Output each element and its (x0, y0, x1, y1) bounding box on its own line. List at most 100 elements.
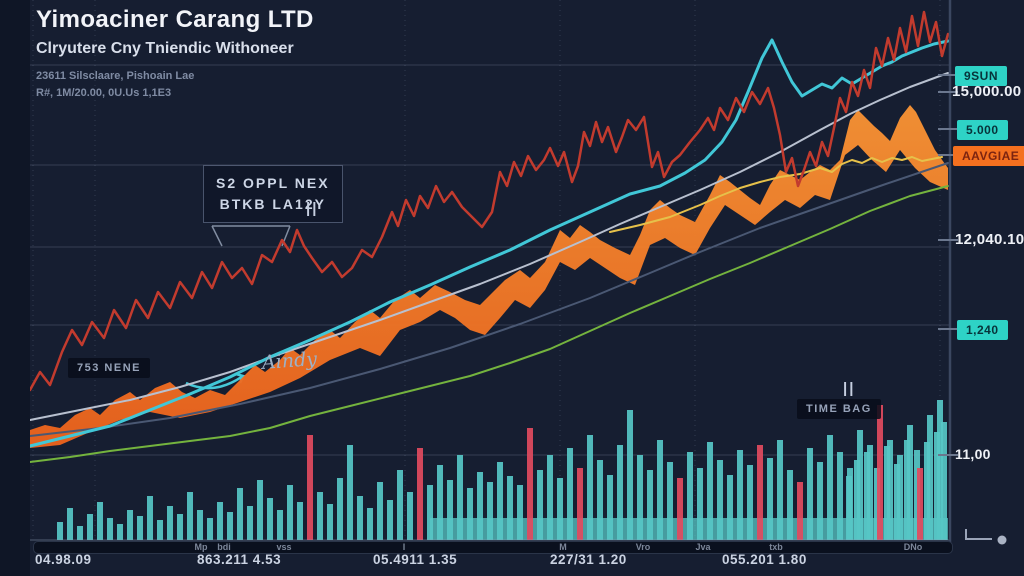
volume-bar (797, 482, 803, 540)
x-axis-date-label: 227/31 1.20 (550, 552, 627, 567)
volume-bar (807, 448, 813, 540)
volume-bar (857, 430, 863, 540)
volume-bar (517, 485, 523, 540)
volume-bar (147, 496, 153, 540)
timeline-tick-label: vss (276, 542, 292, 552)
x-axis-date-label: 04.98.09 (35, 552, 92, 567)
volume-bar (627, 410, 633, 540)
volume-bar (457, 455, 463, 540)
series-ma-cyan-line (28, 38, 950, 448)
volume-bar (337, 478, 343, 540)
volume-bar (197, 510, 203, 540)
volume-bar (777, 440, 783, 540)
volume-bar (467, 488, 473, 540)
page-title: Yimoaciner Carang LTD (36, 6, 314, 33)
volume-bar (667, 462, 673, 540)
header-meta: 23611 Silsclaare, Pishoain Lae R#, 1M/20… (36, 68, 314, 101)
volume-bar (557, 478, 563, 540)
volume-bar (497, 462, 503, 540)
volume-bar (87, 514, 93, 540)
volume-bar (617, 445, 623, 540)
handwritten-note: Aindy (261, 348, 318, 374)
volume-bar (537, 470, 543, 540)
volume-bar (307, 435, 313, 540)
series-ma-yellow-line (609, 156, 943, 233)
volume-bar (157, 520, 163, 540)
y-axis-badge-average: AAVGIAE (953, 146, 1024, 166)
volume-bar (207, 518, 213, 540)
volume-bar (437, 465, 443, 540)
volume-bar (237, 488, 243, 540)
x-axis-date-label: 05.4911 1.35 (373, 552, 458, 567)
volume-bar (377, 482, 383, 540)
y-axis-label-15000: 15,000.00 (952, 83, 1022, 100)
volume-bar (547, 455, 553, 540)
volume-bar (267, 498, 273, 540)
volume-bar (187, 492, 193, 540)
volume-bar (137, 516, 143, 540)
x-axis-date-row: 04.98.09 863.211 4.53 05.4911 1.35 227/31 1… (0, 552, 1024, 574)
volume-bar (77, 526, 83, 540)
volume-bar (737, 450, 743, 540)
x-axis-date-label: 863.211 4.53 (197, 552, 282, 567)
volume-bar (577, 468, 583, 540)
volume-bar (587, 435, 593, 540)
series-ma-green-line (29, 185, 949, 463)
volume-bar (727, 475, 733, 540)
volume-bar (597, 460, 603, 540)
header-meta-line2: R#, 1M/20.00, 0U.Us 1,1E3 (36, 86, 172, 99)
volume-bar (697, 468, 703, 540)
volume-bar (847, 468, 853, 540)
y-axis-badge-1240: 1,240 (957, 320, 1008, 340)
volume-bar (607, 475, 613, 540)
volume-bar (107, 518, 113, 540)
volume-bar (67, 508, 73, 540)
orange-band-fill (30, 105, 948, 448)
series-ma-slate-line (29, 162, 949, 437)
timeline-tick-label: bdi (217, 542, 231, 552)
y-axis-badge-5000: 5.000 (957, 120, 1008, 140)
volume-bar (217, 502, 223, 540)
series-price-line (28, 10, 950, 392)
timeline-tick-label: Mp (194, 542, 208, 552)
volume-bar (317, 492, 323, 540)
volume-bar (827, 435, 833, 540)
volume-bar (97, 502, 103, 540)
note-badge-right: TIME BAG (797, 399, 881, 419)
volume-bar (417, 448, 423, 540)
volume-bar (941, 422, 947, 540)
volume-bar (117, 524, 123, 540)
volume-bar (817, 462, 823, 540)
timeline-tick-label: DNo (903, 542, 923, 552)
timeline-tick-label: Vro (635, 542, 651, 552)
volume-bar (487, 482, 493, 540)
signal-label-box: S2 OPPL NEX BTKB LA12Y (203, 165, 343, 223)
volume-bar (427, 485, 433, 540)
y-axis-label-12040: 12,040.10 (955, 231, 1024, 248)
page-subtitle: Clryutere Cny Tniendic Withoneer (36, 40, 294, 57)
timeline-tick-label: I (402, 542, 406, 552)
y-axis-badge-top: 9SUN (955, 66, 1008, 86)
volume-bar (167, 506, 173, 540)
volume-bar (407, 492, 413, 540)
pause-marks-left: || (306, 200, 319, 217)
volume-bar (877, 405, 883, 540)
volume-bar (937, 400, 943, 540)
y-axis-label-1100: 11,00 (955, 446, 991, 462)
volume-bar (767, 458, 773, 540)
timeline-tick-label: txb (769, 542, 783, 552)
volume-bar (367, 508, 373, 540)
volume-bar (287, 485, 293, 540)
volume-bar (927, 415, 933, 540)
volume-bar (567, 448, 573, 540)
scrollbar-zoom-handle-icon[interactable] (962, 527, 1014, 549)
volume-bar (887, 440, 893, 540)
volume-bar (757, 445, 763, 540)
timeline-scrollbar[interactable]: Mp bdi vss I M Vro Jva txb DNo (33, 541, 953, 554)
volume-bar (707, 442, 713, 540)
volume-bar (907, 425, 913, 540)
volume-bar (687, 452, 693, 540)
volume-bar (357, 496, 363, 540)
